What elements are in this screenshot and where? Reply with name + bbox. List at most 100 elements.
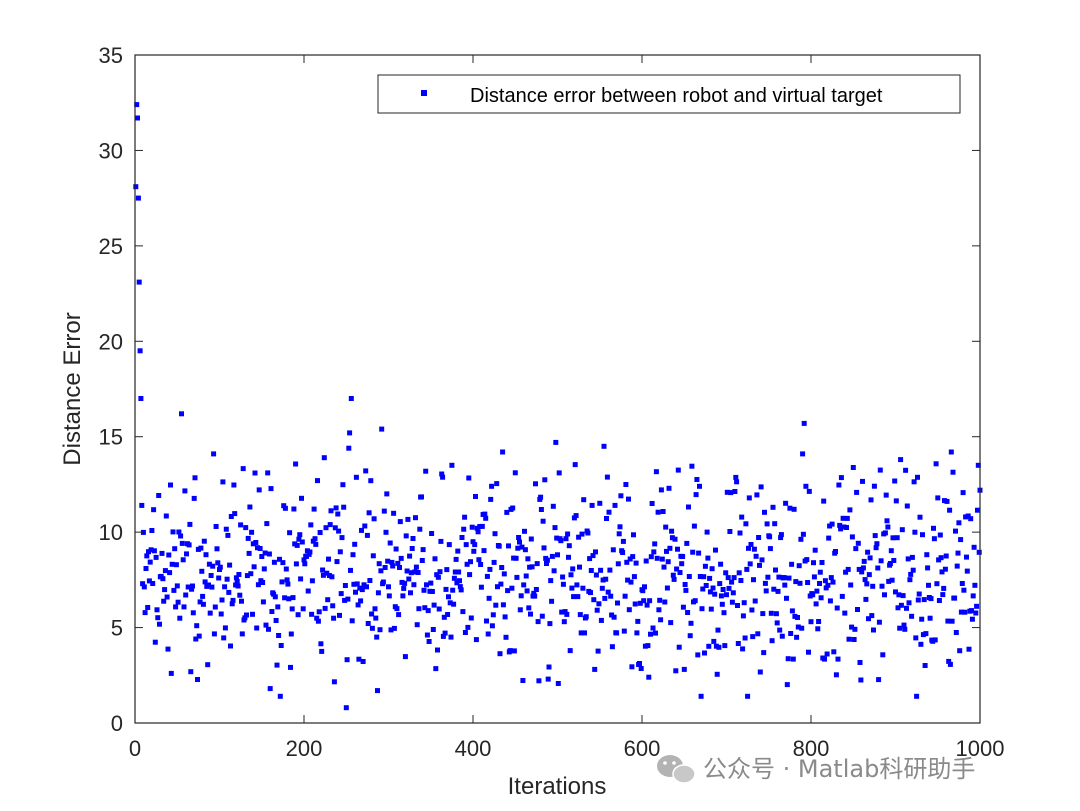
data-point xyxy=(857,660,863,665)
data-point xyxy=(146,549,151,555)
data-point xyxy=(462,514,468,520)
data-point xyxy=(178,533,184,539)
data-point xyxy=(145,605,151,610)
data-point xyxy=(443,586,449,592)
data-point xyxy=(957,648,963,654)
y-tick-label: 5 xyxy=(111,616,123,641)
data-point xyxy=(161,598,167,604)
data-point xyxy=(581,497,587,503)
data-point xyxy=(791,506,797,512)
data-point xyxy=(205,662,211,668)
data-point xyxy=(498,581,504,587)
data-point xyxy=(250,611,255,617)
data-point xyxy=(202,579,208,585)
data-points xyxy=(133,102,983,711)
data-point xyxy=(745,693,751,699)
data-point xyxy=(230,597,236,603)
data-point xyxy=(247,504,253,510)
x-tick-label: 400 xyxy=(455,736,492,761)
data-point xyxy=(162,568,168,574)
data-point xyxy=(919,616,925,622)
data-point xyxy=(868,497,874,503)
data-point xyxy=(446,594,451,600)
data-point xyxy=(259,554,265,559)
data-point xyxy=(238,522,244,528)
data-point xyxy=(226,589,232,595)
data-point xyxy=(255,582,261,588)
data-point xyxy=(135,115,140,121)
data-point xyxy=(895,605,901,611)
data-point xyxy=(265,470,271,476)
data-point xyxy=(717,581,723,587)
data-point xyxy=(932,637,938,643)
data-point xyxy=(799,625,805,631)
data-point xyxy=(285,581,291,587)
data-point xyxy=(723,570,729,576)
data-point xyxy=(262,550,268,556)
data-point xyxy=(910,567,916,573)
data-point xyxy=(694,477,700,482)
data-point xyxy=(531,590,537,596)
data-point xyxy=(751,577,756,583)
watermark: 公众号 · Matlab科研助手 xyxy=(657,755,975,784)
data-point xyxy=(709,566,715,572)
data-point xyxy=(598,567,604,573)
data-point xyxy=(912,529,918,535)
data-point xyxy=(424,632,430,638)
data-point xyxy=(794,634,800,640)
data-point xyxy=(759,557,765,563)
data-point xyxy=(570,566,576,572)
data-point xyxy=(948,449,954,455)
data-point xyxy=(323,525,329,531)
data-point xyxy=(243,525,249,531)
data-point xyxy=(393,546,399,552)
data-point xyxy=(662,599,668,605)
data-point xyxy=(873,545,879,551)
data-point xyxy=(167,570,173,576)
data-point xyxy=(818,595,824,601)
data-point xyxy=(753,553,759,559)
data-point xyxy=(653,469,659,475)
data-point xyxy=(850,465,856,470)
data-point xyxy=(387,540,393,546)
data-point xyxy=(715,627,721,633)
data-point xyxy=(269,609,275,614)
data-point xyxy=(147,559,153,565)
data-point xyxy=(536,678,542,684)
data-point xyxy=(731,575,737,581)
data-point xyxy=(216,575,222,581)
data-point xyxy=(497,651,503,657)
data-point xyxy=(927,615,933,621)
data-point xyxy=(790,656,796,662)
data-point xyxy=(327,522,333,528)
data-point xyxy=(492,531,498,537)
data-point xyxy=(617,524,623,530)
data-point xyxy=(405,516,411,522)
data-point xyxy=(750,634,756,640)
data-point xyxy=(455,548,461,554)
data-point xyxy=(411,582,417,588)
data-point xyxy=(517,539,522,545)
data-point xyxy=(720,587,726,592)
data-point xyxy=(343,705,349,711)
data-point xyxy=(535,619,541,625)
data-point xyxy=(792,613,798,619)
data-point xyxy=(192,475,198,481)
data-point xyxy=(298,576,304,582)
data-point xyxy=(882,592,887,598)
data-point xyxy=(276,633,282,638)
data-point xyxy=(374,634,380,640)
data-point xyxy=(365,621,371,626)
data-point xyxy=(242,615,248,621)
data-point xyxy=(972,582,978,588)
data-point xyxy=(598,617,604,623)
data-point xyxy=(526,605,532,611)
data-point xyxy=(363,468,369,474)
data-point xyxy=(865,549,871,555)
data-point xyxy=(622,593,628,599)
data-point xyxy=(318,641,324,647)
data-point xyxy=(939,569,945,575)
data-point xyxy=(589,502,595,508)
data-point xyxy=(911,479,917,485)
data-point xyxy=(866,616,871,622)
